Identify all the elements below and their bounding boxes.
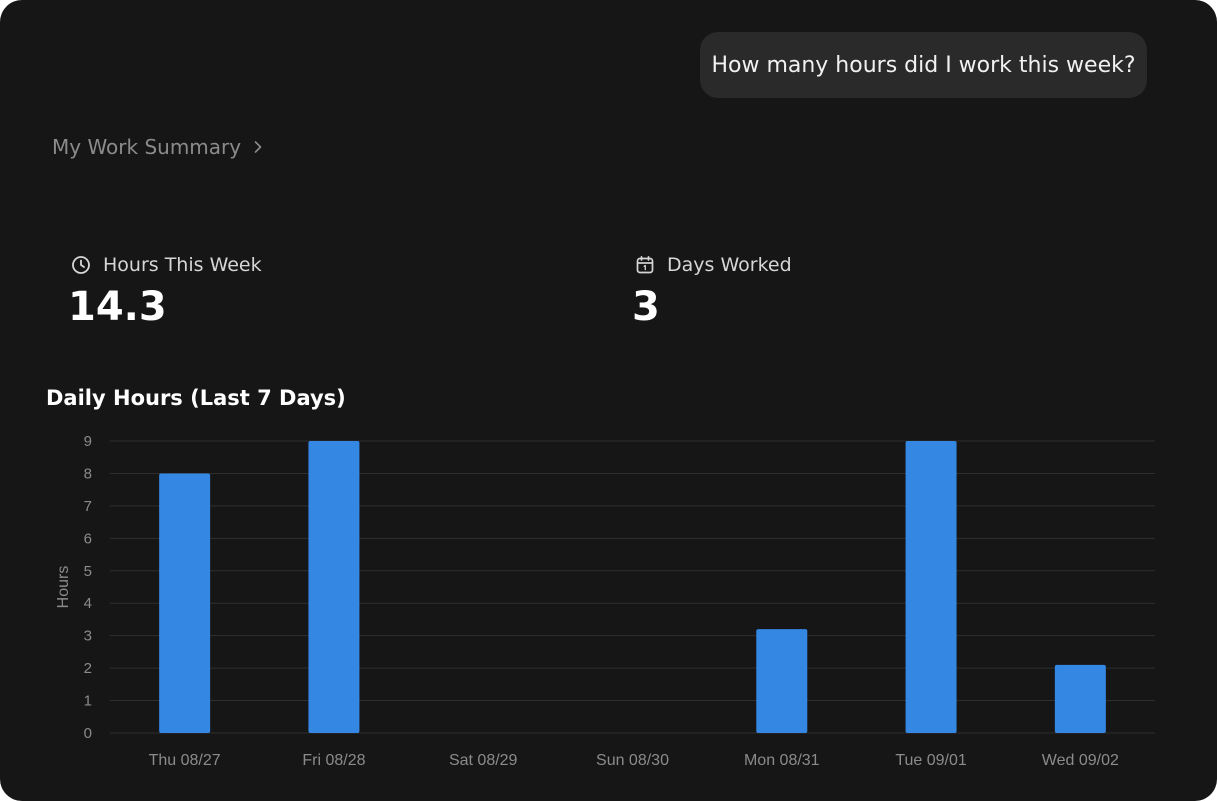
bar-5 (905, 441, 957, 733)
days-stat-value: 3 (632, 284, 660, 330)
x-tick-label: Sat 08/29 (449, 752, 518, 769)
user-message-bubble: How many hours did I work this week? (700, 32, 1147, 98)
x-tick-label: Tue 09/01 (895, 752, 967, 769)
clock-icon (70, 254, 92, 276)
bar-0 (159, 473, 211, 733)
x-tick-label: Sun 08/30 (596, 752, 669, 769)
x-tick-label: Fri 08/28 (302, 752, 365, 769)
y-tick-label: 5 (84, 563, 92, 580)
days-stat-label: Days Worked (667, 254, 792, 276)
y-tick-label: 7 (84, 498, 92, 515)
bar-6 (1054, 664, 1106, 733)
work-summary-link[interactable]: My Work Summary (52, 132, 263, 162)
bar-4 (756, 629, 808, 733)
y-tick-label: 3 (84, 628, 92, 645)
chevron-right-icon (253, 140, 263, 154)
daily-hours-chart: 0 1 2 3 4 5 6 7 8 9 Hours Thu 08/27 Fri 08/28 Sat 08/… (55, 433, 1155, 769)
y-tick-label: 6 (84, 530, 92, 547)
y-tick-label: 2 (84, 660, 92, 677)
x-tick-label: Wed 09/02 (1042, 752, 1119, 769)
y-tick-label: 0 (84, 725, 92, 742)
calendar-icon (634, 254, 656, 276)
breadcrumb-label: My Work Summary (52, 135, 242, 159)
x-tick-label: Mon 08/31 (744, 752, 820, 769)
x-tick-label: Thu 08/27 (149, 752, 221, 769)
y-tick-label: 8 (84, 465, 92, 482)
hours-stat-value: 14.3 (68, 284, 167, 330)
user-message-text: How many hours did I work this week? (711, 52, 1136, 78)
y-tick-label: 1 (84, 693, 92, 710)
y-tick-label: 4 (84, 595, 92, 612)
days-worked-stat: Days Worked 3 (632, 252, 792, 330)
y-axis-label: Hours (55, 566, 72, 609)
hours-this-week-stat: Hours This Week 14.3 (68, 252, 262, 330)
chart-title: Daily Hours (Last 7 Days) (46, 386, 346, 410)
y-tick-label: 9 (84, 433, 92, 450)
hours-stat-label: Hours This Week (103, 254, 262, 276)
bar-1 (308, 441, 360, 733)
